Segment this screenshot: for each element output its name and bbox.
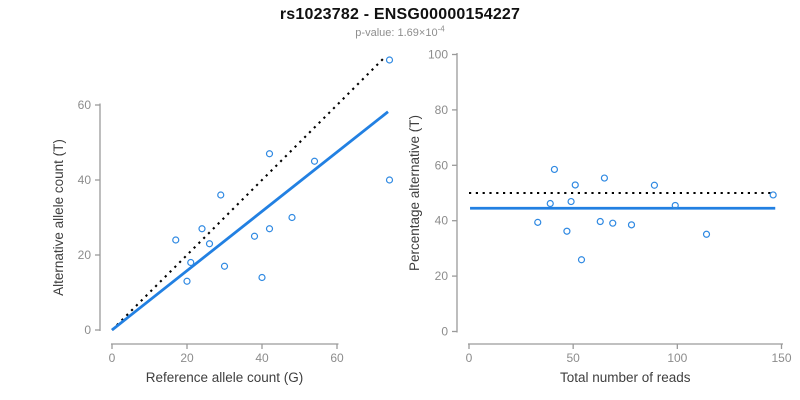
- data-point: [671, 201, 679, 210]
- x-tick-label: 50: [566, 351, 580, 365]
- data-point: [650, 181, 659, 189]
- p-value-text: p-value: 1.69×10: [355, 27, 438, 39]
- y-axis-title: Percentage alternative (T): [407, 115, 422, 271]
- p-value-exponent: -4: [437, 24, 445, 34]
- y-tick-label: 20: [435, 269, 449, 283]
- y-tick-label: 80: [435, 103, 449, 117]
- figure-header: rs1023782 - ENSG00000154227 p-value: 1.6…: [0, 6, 800, 39]
- data-point: [567, 197, 575, 206]
- percentage-vs-reads-plot: 0 20 40 60 80 100 0 50 100 150 Total number of rea…: [407, 48, 792, 386]
- data-point: [571, 181, 579, 189]
- allele-counts-plot: 0 20 40 60 0 20 40 60 Reference allele count (G)…: [51, 55, 394, 385]
- y-tick-label: 60: [435, 158, 449, 172]
- data-point: [183, 277, 191, 285]
- data-point: [258, 273, 266, 282]
- data-point: [546, 199, 554, 208]
- data-point: [217, 191, 225, 199]
- y-tick-label: 40: [435, 214, 449, 228]
- data-point: [550, 165, 559, 174]
- y-tick-label: 20: [78, 248, 92, 262]
- data-point: [563, 227, 571, 235]
- data-point: [596, 217, 604, 226]
- y-tick-label: 0: [441, 325, 448, 339]
- data-point: [265, 225, 274, 233]
- x-tick-label: 100: [667, 351, 687, 365]
- data-point: [250, 232, 259, 240]
- data-point: [205, 240, 214, 248]
- data-point: [198, 225, 206, 233]
- x-tick-label: 40: [255, 351, 269, 365]
- data-point: [310, 157, 319, 165]
- identity-line: [111, 55, 387, 331]
- x-axis-title: Total number of reads: [560, 370, 691, 385]
- data-point: [385, 56, 394, 64]
- y-tick-label: 40: [78, 173, 92, 187]
- data-point: [172, 236, 180, 244]
- page-title: rs1023782 - ENSG00000154227: [279, 6, 521, 23]
- x-tick-label: 150: [771, 351, 791, 365]
- data-point: [534, 218, 542, 226]
- data-point: [187, 258, 195, 267]
- x-axis-title: Reference allele count (G): [146, 370, 304, 385]
- x-tick-label: 0: [109, 351, 116, 365]
- y-tick-label: 100: [428, 48, 448, 62]
- data-point: [769, 191, 777, 199]
- y-axis-title: Alternative allele count (T): [51, 139, 66, 296]
- data-point: [385, 176, 394, 184]
- data-point: [220, 262, 229, 270]
- data-point: [288, 213, 296, 222]
- data-point: [265, 150, 274, 158]
- x-tick-label: 60: [330, 351, 344, 365]
- data-point: [600, 174, 609, 182]
- data-point: [609, 219, 617, 227]
- data-point: [627, 221, 636, 229]
- y-tick-label: 60: [78, 98, 92, 112]
- y-tick-label: 0: [84, 323, 91, 337]
- data-point: [702, 230, 711, 238]
- x-tick-label: 20: [180, 351, 194, 365]
- fitted-ratio-line: [111, 110, 389, 332]
- p-value-subtitle: p-value: 1.69×10-4: [0, 24, 800, 39]
- data-point: [577, 256, 586, 264]
- x-tick-label: 0: [466, 351, 473, 365]
